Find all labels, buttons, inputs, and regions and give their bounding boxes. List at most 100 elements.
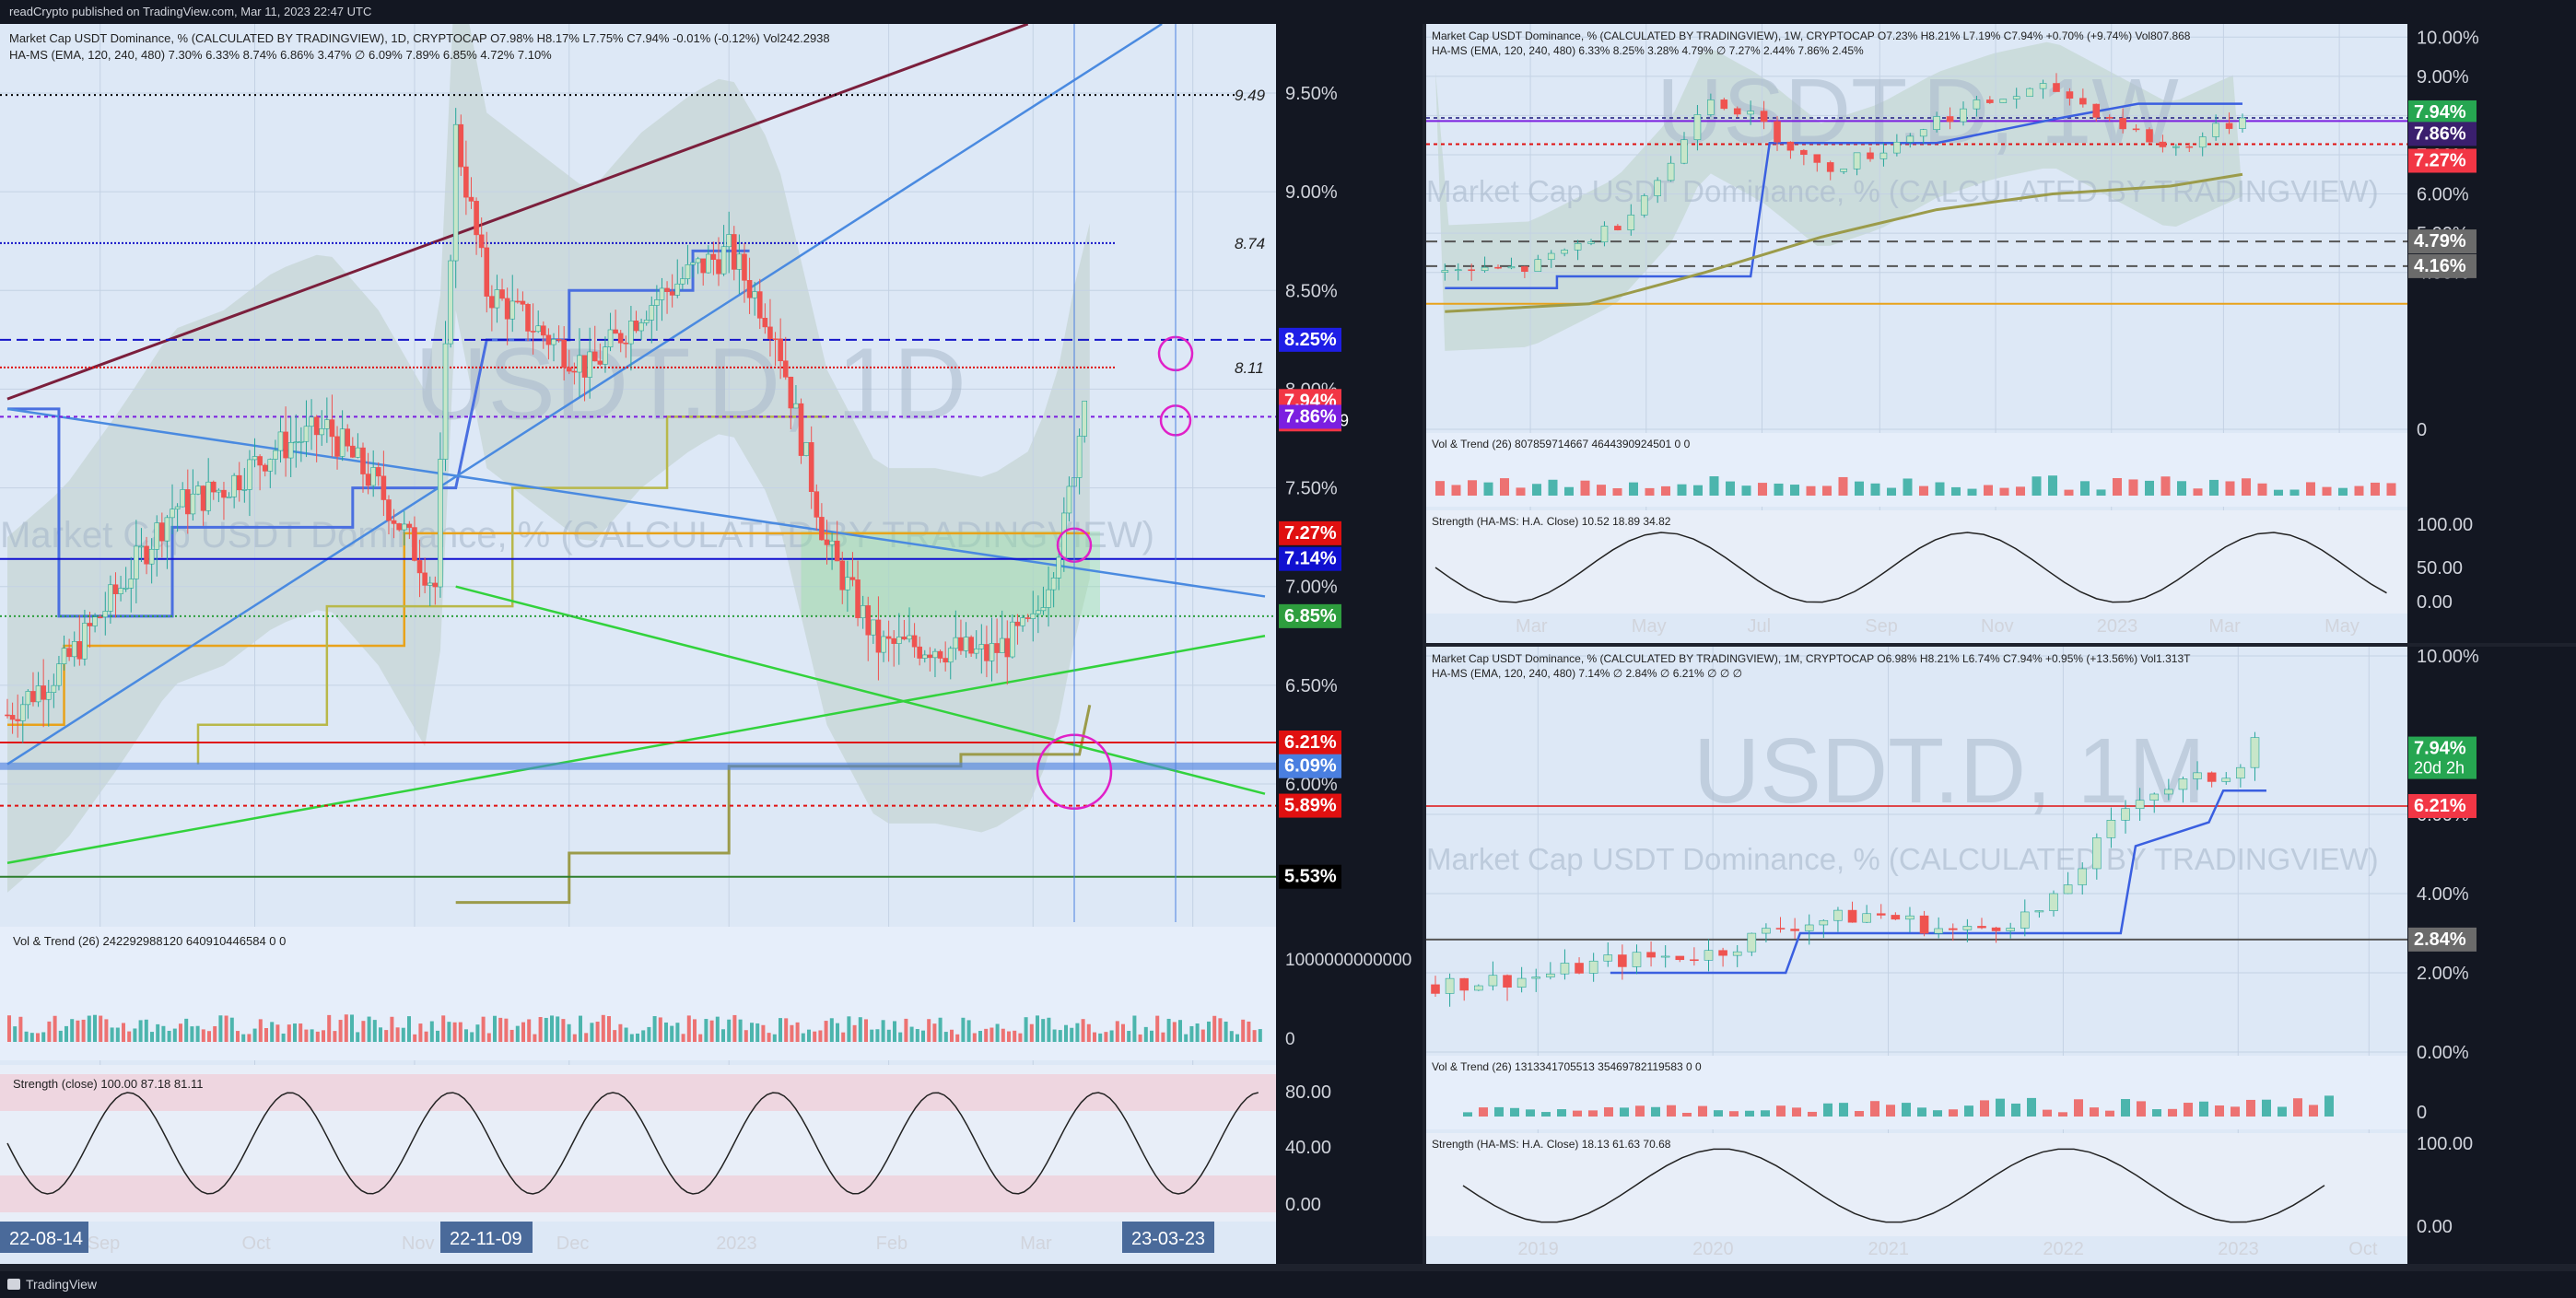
- daily-vol-bar-216: [1241, 1019, 1246, 1042]
- weekly-vol-bar-13: [1645, 487, 1655, 496]
- monthly-vol-bar-17: [1729, 1111, 1739, 1117]
- daily-vol-bar-26: [156, 1023, 160, 1042]
- candle-body-109: [566, 367, 572, 372]
- daily-vol-bar-137: [790, 1024, 794, 1042]
- candle-body-31: [1876, 913, 1886, 916]
- weekly-price-badge-4-bg: [2408, 253, 2476, 278]
- daily-vol-bar-122: [704, 1019, 708, 1042]
- daily-candles: [5, 108, 1088, 743]
- candle-body-16: [87, 623, 93, 626]
- daily-vol-bar-27: [161, 1025, 166, 1042]
- candle-body-5: [1507, 266, 1516, 269]
- daily-vol-bar-1: [13, 1026, 18, 1042]
- monthly-hams-step: [1610, 789, 2266, 975]
- candle-body-53: [2146, 129, 2153, 143]
- candle-body-195: [1010, 621, 1015, 658]
- candle-body-44: [2026, 88, 2033, 98]
- daily-price-badge-9-bg: [1279, 864, 1341, 889]
- candle-body-170: [881, 636, 886, 653]
- daily-vol-bar-208: [1195, 1023, 1200, 1042]
- monthly-vol-bar-49: [2231, 1106, 2240, 1117]
- daily-vol-bar-147: [847, 1016, 851, 1042]
- daily-vol-bar-106: [613, 1030, 617, 1042]
- daily-vol-bar-74: [429, 1021, 434, 1042]
- candle-body-97: [504, 298, 510, 320]
- candle-body-12: [66, 648, 72, 658]
- daily-vol-bar-50: [293, 1023, 297, 1042]
- monthly-vol-bar-2: [1494, 1106, 1504, 1117]
- candle-body-10: [1574, 243, 1582, 251]
- weekly-vol-bar-23: [1806, 485, 1816, 496]
- tradingview-footer[interactable]: TradingView: [0, 1271, 2576, 1298]
- weekly-price-badge-3-bg: [2408, 229, 2476, 254]
- weekly-vol-bar-2: [1468, 480, 1477, 496]
- monthly-vol-bar-12: [1651, 1106, 1660, 1117]
- candle-body-198: [1025, 617, 1031, 619]
- monthly-chart-svg[interactable]: 10.00%6.00%4.00%2.00%0.00%20192020202120…: [1426, 647, 2576, 1264]
- candle-body-36: [1948, 928, 1958, 930]
- monthly-price-badge-2: 2.84%: [2414, 930, 2466, 950]
- daily-trendline-4: [455, 585, 1266, 795]
- daily-vol-bar-173: [995, 1023, 1000, 1042]
- daily-vol-bar-109: [629, 1034, 634, 1042]
- monthly-strength-legend: Strength (HA-MS: H.A. Close) 18.13 61.63…: [1432, 1138, 1671, 1151]
- daily-vol-bar-77: [447, 1022, 451, 1042]
- daily-vol-bar-92: [533, 1034, 537, 1042]
- daily-vol-bar-93: [538, 1016, 543, 1042]
- weekly-vol-bar-4: [1500, 478, 1509, 496]
- daily-vol-bar-115: [664, 1022, 668, 1042]
- monthly-vol-bar-36: [2027, 1097, 2036, 1117]
- daily-chart-panel[interactable]: 9.50%9.00%8.50%8.00%7.50%7.00%6.50%6.00%…: [0, 0, 1423, 1264]
- candle-body-7: [1534, 259, 1542, 273]
- daily-vol-bar-153: [881, 1020, 885, 1042]
- candle-body-56: [2185, 146, 2194, 148]
- daily-vol-bar-181: [1041, 1019, 1046, 1042]
- candle-body-164: [849, 577, 856, 580]
- daily-chart-svg[interactable]: 9.50%9.00%8.50%8.00%7.50%7.00%6.50%6.00%…: [0, 0, 1423, 1264]
- weekly-vol-bar-45: [2160, 476, 2171, 496]
- footer-brand: TradingView: [26, 1277, 98, 1292]
- daily-vol-bar-33: [195, 1025, 200, 1042]
- daily-vol-bar-15: [93, 1014, 97, 1042]
- candle-body-82: [427, 582, 433, 586]
- candle-body-111: [577, 355, 582, 373]
- candle-body-1: [9, 715, 16, 720]
- candle-body-0: [5, 714, 10, 717]
- candle-body-96: [499, 289, 505, 299]
- weekly-vol-bar-8: [1564, 486, 1574, 496]
- candle-body-46: [2053, 83, 2060, 92]
- daily-vol-bar-215: [1235, 1034, 1239, 1042]
- candle-body-49: [2135, 800, 2145, 810]
- candle-body-2: [1459, 977, 1469, 991]
- candle-body-46: [241, 489, 248, 491]
- candle-body-52: [2132, 128, 2140, 131]
- weekly-vol-bar-1: [1451, 485, 1461, 496]
- candle-body-147: [762, 318, 768, 328]
- daily-time-label-1: Oct: [242, 1234, 272, 1254]
- daily-vol-bar-184: [1058, 1030, 1062, 1042]
- candle-body-12: [1603, 954, 1613, 962]
- daily-vol-bar-56: [327, 1014, 332, 1042]
- weekly-chart-svg[interactable]: 10.00%9.00%8.00%7.00%6.00%5.00%4.00%0Mar…: [1426, 24, 2576, 643]
- weekly-vol-bar-3: [1483, 482, 1493, 496]
- candle-body-193: [999, 637, 1005, 653]
- weekly-strength-line: [1434, 532, 2387, 603]
- candle-body-88: [458, 123, 464, 168]
- daily-trendline-3: [6, 635, 1266, 864]
- candle-body-19: [1704, 950, 1714, 961]
- weekly-legend-line2: HA-MS (EMA, 120, 240, 480) 6.33% 8.25% 3…: [1432, 44, 1864, 57]
- candle-body-51: [267, 459, 274, 472]
- daily-vol-bar-8: [53, 1015, 57, 1042]
- daily-vol-bar-134: [772, 1034, 777, 1042]
- daily-vol-bar-47: [275, 1024, 280, 1042]
- candle-body-11: [1587, 241, 1595, 244]
- daily-price-badge-0-bg: [1279, 327, 1341, 352]
- daily-vol-bar-12: [76, 1020, 80, 1042]
- weekly-chart-panel[interactable]: 10.00%9.00%8.00%7.00%6.00%5.00%4.00%0Mar…: [1426, 24, 2576, 643]
- daily-vol-bar-46: [270, 1022, 275, 1042]
- daily-vol-bar-21: [127, 1031, 132, 1042]
- weekly-vol-bar-47: [2193, 488, 2203, 496]
- candle-body-19: [1693, 114, 1702, 141]
- daily-price-badge-6-bg: [1279, 731, 1341, 754]
- monthly-chart-panel[interactable]: 10.00%6.00%4.00%2.00%0.00%20192020202120…: [1426, 647, 2576, 1264]
